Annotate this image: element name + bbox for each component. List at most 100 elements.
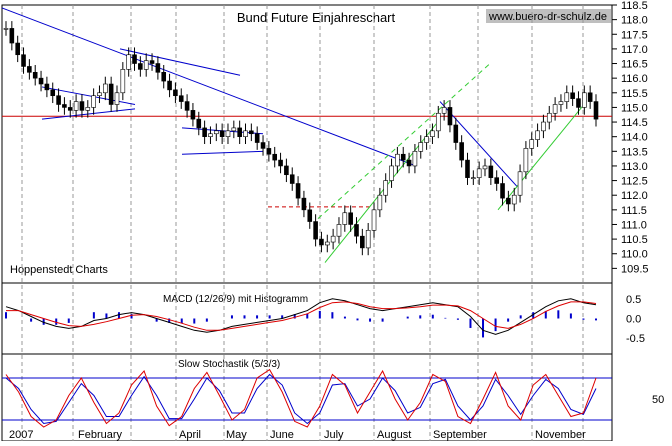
price-candle-body xyxy=(289,174,295,184)
price-candle-body xyxy=(441,107,447,114)
macd-tick-label: 0.5 xyxy=(626,294,641,306)
price-candle-body xyxy=(190,110,196,120)
price-candle-body xyxy=(377,194,383,211)
price-candle-body xyxy=(354,224,359,237)
month-label: June xyxy=(270,429,294,441)
price-candle-body xyxy=(570,92,575,99)
price-candle-body xyxy=(552,104,558,114)
price-candle-body xyxy=(529,139,535,149)
macd-line xyxy=(5,298,597,335)
price-candle-body xyxy=(85,107,91,111)
price-tick-label: 112.0 xyxy=(621,190,648,202)
macd-tick-label: 0.0 xyxy=(626,314,641,326)
price-tick-label: 114.0 xyxy=(621,132,648,144)
price-candle-body xyxy=(44,83,50,91)
price-tick-label: 118.0 xyxy=(621,15,648,27)
price-candle-body xyxy=(465,159,470,178)
watermark-text: www.buero-dr-schulz.de xyxy=(488,11,607,23)
price-candle-body xyxy=(593,101,599,120)
price-candle-body xyxy=(395,153,400,167)
source-label: Hoppenstedt Charts xyxy=(10,264,108,276)
price-tick-label: 111.0 xyxy=(621,219,647,231)
price-candle-body xyxy=(435,112,441,132)
month-label: July xyxy=(324,429,344,441)
price-candle-body xyxy=(219,130,225,137)
price-candle-body xyxy=(50,89,56,97)
month-label: August xyxy=(377,429,411,441)
price-candle-body xyxy=(56,95,61,105)
price-candle-body xyxy=(208,133,213,137)
price-candle-body xyxy=(114,92,120,105)
price-candle-body xyxy=(202,127,207,137)
price-candle-body xyxy=(330,235,336,243)
flag-line-lower xyxy=(41,108,136,120)
flag-line-upper xyxy=(41,86,136,105)
price-candle-body xyxy=(564,92,570,102)
price-candle-body xyxy=(266,148,272,155)
stochastic-title: Slow Stochastik (5/3/3) xyxy=(178,359,280,370)
price-candle-body xyxy=(32,72,38,79)
price-tick-label: 110.5 xyxy=(621,234,648,246)
price-candle-body xyxy=(360,235,365,249)
price-candle-body xyxy=(336,224,342,237)
price-candle-body xyxy=(383,180,389,196)
macd-tick-label: -0.5 xyxy=(626,333,645,345)
price-candle-body xyxy=(149,60,155,64)
price-candle-body xyxy=(342,212,348,225)
price-candle-body xyxy=(476,168,482,178)
macd-title: MACD (12/26/9) mit Histogramm xyxy=(163,294,308,305)
price-candle-body xyxy=(319,238,324,246)
month-label: November xyxy=(535,429,586,441)
price-candle-body xyxy=(424,136,429,143)
price-candle-body xyxy=(412,151,418,167)
price-tick-label: 114.5 xyxy=(621,117,648,129)
price-candle-body xyxy=(62,104,67,108)
watermark-box xyxy=(486,9,611,23)
price-candle-body xyxy=(295,183,301,199)
macd-signal-line xyxy=(6,301,597,331)
price-candle-body xyxy=(324,241,330,246)
price-candle-body xyxy=(459,142,464,161)
month-label: May xyxy=(226,429,247,441)
price-candle-body xyxy=(21,54,26,67)
price-tick-label: 113.5 xyxy=(621,146,648,158)
stochastic-k-line xyxy=(5,368,597,428)
price-candle-body xyxy=(272,153,278,161)
month-label: February xyxy=(78,429,123,441)
price-candle-body xyxy=(97,92,102,97)
price-candle-body xyxy=(243,130,248,137)
price-candle-body xyxy=(103,83,108,94)
price-candle-body xyxy=(161,72,167,82)
price-tick-label: 116.5 xyxy=(621,59,648,71)
price-candle-body xyxy=(523,148,529,173)
price-candle-body xyxy=(79,101,85,111)
price-candle-body xyxy=(184,101,190,111)
price-candle-body xyxy=(430,130,435,137)
price-candle-body xyxy=(535,130,540,140)
price-candle-body xyxy=(418,142,424,152)
price-candle-body xyxy=(471,177,476,179)
price-candle-body xyxy=(9,28,15,44)
price-candle-body xyxy=(284,165,289,176)
price-candle-body xyxy=(138,63,143,70)
downtrend-line xyxy=(1,7,417,167)
price-tick-label: 117.0 xyxy=(621,44,648,56)
price-candle-body xyxy=(371,209,377,231)
wedge-line xyxy=(119,48,241,76)
month-label: April xyxy=(179,429,201,441)
month-label: September xyxy=(433,429,487,441)
price-candle-body xyxy=(231,127,237,132)
price-candle-body xyxy=(488,165,494,178)
price-candle-body xyxy=(73,101,79,111)
price-candle-body xyxy=(260,142,266,149)
price-candle-body xyxy=(494,177,499,184)
price-candle-body xyxy=(3,28,9,30)
plot-frame xyxy=(1,4,613,442)
month-label: 2007 xyxy=(9,429,33,441)
decline-line xyxy=(439,101,518,187)
price-candle-body xyxy=(400,153,406,161)
stochastic-d-line xyxy=(5,373,597,425)
price-candle-body xyxy=(406,159,412,167)
price-candle-body xyxy=(587,92,593,102)
price-candle-body xyxy=(517,171,523,196)
